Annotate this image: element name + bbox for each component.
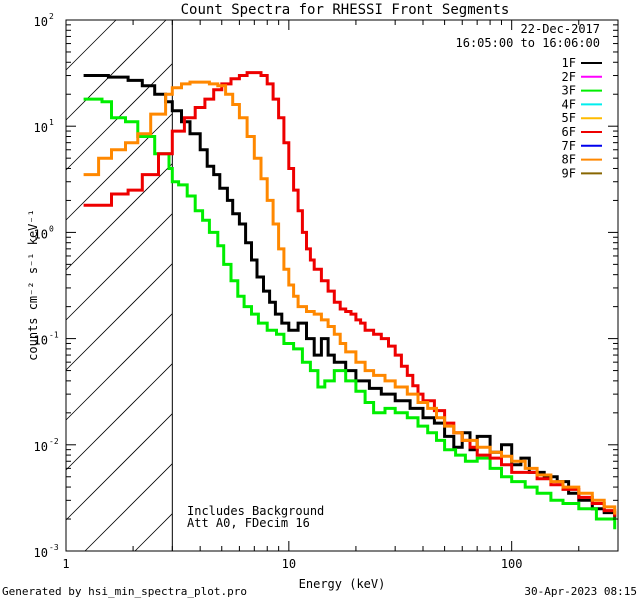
legend-label-4F: 4F [562, 97, 576, 111]
legend-label-9F: 9F [562, 166, 576, 180]
hatch-line [65, 313, 173, 421]
axis-ticks [65, 19, 619, 552]
x-axis-label: Energy (keV) [299, 577, 386, 591]
series-line-8F [83, 80, 617, 515]
legend-label-1F: 1F [562, 56, 576, 70]
x-tick-labels: 1 10 100 [62, 557, 522, 571]
series-line-6F [83, 71, 617, 517]
background-note: Includes Background [187, 504, 324, 518]
y-tick-exponent: 0 [49, 224, 54, 233]
hatch-line [65, 163, 173, 271]
y-tick-exponent: 1 [49, 118, 54, 127]
y-tick-exponent: -2 [49, 437, 59, 446]
hatch-line [84, 463, 173, 552]
footer-generator: Generated by hsi_min_spectra_plot.pro [2, 585, 247, 598]
hatch-line [65, 213, 173, 321]
footer-timestamp: 30-Apr-2023 08:15 [524, 585, 637, 598]
y-tick-label: 10 [34, 121, 48, 135]
legend-label-8F: 8F [562, 153, 576, 167]
hatch-line [65, 113, 173, 221]
legend-label-6F: 6F [562, 125, 576, 139]
y-tick-label: 10 [34, 546, 48, 560]
legend-label-3F: 3F [562, 84, 576, 98]
hatch-line [65, 19, 117, 71]
hatch-line [65, 413, 173, 521]
x-tick-label: 1 [62, 557, 69, 571]
date-label: 22-Dec-2017 [521, 22, 600, 36]
y-tick-label: 10 [34, 227, 48, 241]
spectra-series [83, 71, 617, 530]
hatch-line [65, 263, 173, 371]
legend-label-5F: 5F [562, 111, 576, 125]
x-tick-label: 100 [501, 557, 523, 571]
attenuator-note: Att A0, FDecim 16 [187, 516, 310, 530]
y-tick-label: 10 [34, 334, 48, 348]
y-tick-exponent: -3 [49, 543, 59, 552]
plot-frame [65, 19, 619, 552]
series-line-1F [83, 74, 617, 519]
y-tick-label: 10 [34, 440, 48, 454]
legend-label-7F: 7F [562, 139, 576, 153]
y-tick-exponent: 2 [49, 12, 54, 21]
time-range-label: 16:05:00 to 16:06:00 [456, 36, 601, 50]
series-line-3F [83, 97, 617, 530]
y-tick-exponent: -1 [49, 331, 59, 340]
legend-label-2F: 2F [562, 70, 576, 84]
hatch-line [65, 363, 173, 471]
chart-title: Count Spectra for RHESSI Front Segments [181, 2, 510, 18]
x-tick-label: 10 [282, 557, 296, 571]
y-tick-label: 10 [34, 15, 48, 29]
y-axis-label: counts cm⁻² s⁻¹ keV⁻¹ [26, 209, 40, 361]
hatch-line [65, 19, 167, 121]
excluded-energy-region [65, 19, 173, 552]
hatch-line [134, 513, 173, 552]
